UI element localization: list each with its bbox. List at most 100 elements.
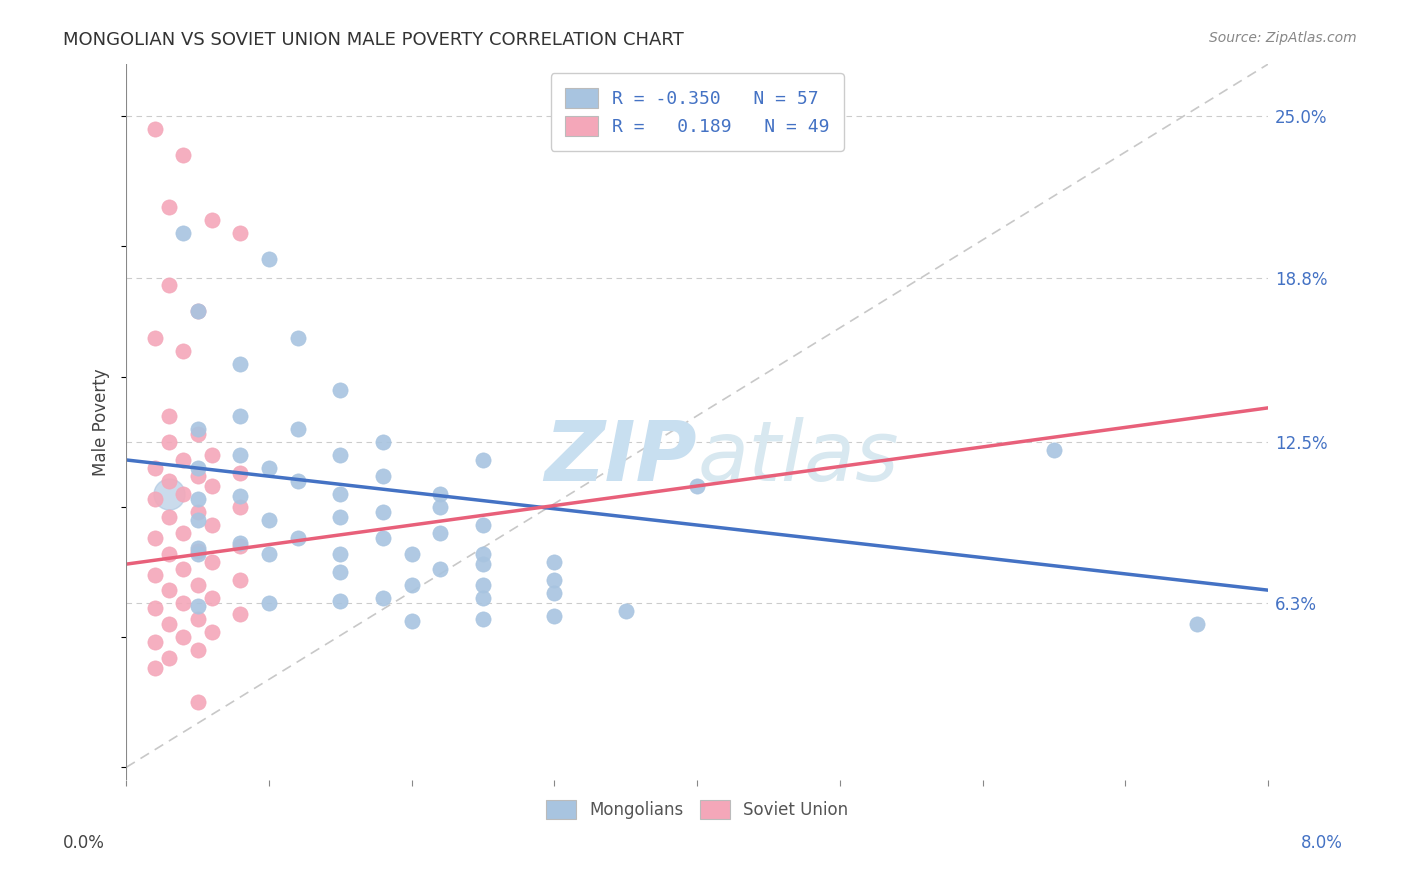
Point	[429, 500, 451, 514]
Point	[157, 617, 180, 632]
Point	[187, 544, 209, 558]
Point	[257, 460, 280, 475]
Legend: Mongolians, Soviet Union: Mongolians, Soviet Union	[540, 793, 855, 826]
Point	[157, 487, 180, 501]
Point	[187, 460, 209, 475]
Point	[329, 487, 352, 501]
Point	[187, 599, 209, 613]
Point	[257, 252, 280, 267]
Point	[172, 343, 194, 358]
Point	[157, 434, 180, 449]
Point	[429, 525, 451, 540]
Point	[543, 555, 565, 569]
Point	[187, 541, 209, 556]
Point	[472, 578, 495, 592]
Point	[201, 448, 224, 462]
Point	[472, 453, 495, 467]
Point	[201, 624, 224, 639]
Point	[472, 547, 495, 561]
Point	[157, 409, 180, 423]
Point	[201, 555, 224, 569]
Point	[143, 567, 166, 582]
Point	[143, 491, 166, 506]
Point	[187, 304, 209, 318]
Point	[143, 635, 166, 649]
Point	[157, 200, 180, 214]
Point	[257, 547, 280, 561]
Y-axis label: Male Poverty: Male Poverty	[93, 368, 110, 476]
Point	[229, 227, 252, 241]
Point	[187, 422, 209, 436]
Point	[172, 227, 194, 241]
Point	[157, 651, 180, 665]
Point	[543, 573, 565, 587]
Point	[201, 591, 224, 605]
Point	[373, 468, 395, 483]
Point	[614, 604, 637, 618]
Point	[1043, 442, 1066, 457]
Point	[287, 474, 309, 488]
Point	[329, 593, 352, 607]
Point	[472, 557, 495, 571]
Point	[229, 357, 252, 371]
Point	[229, 573, 252, 587]
Point	[157, 278, 180, 293]
Point	[157, 583, 180, 598]
Point	[143, 122, 166, 136]
Text: MONGOLIAN VS SOVIET UNION MALE POVERTY CORRELATION CHART: MONGOLIAN VS SOVIET UNION MALE POVERTY C…	[63, 31, 685, 49]
Point	[157, 474, 180, 488]
Point	[172, 487, 194, 501]
Point	[686, 479, 709, 493]
Point	[373, 591, 395, 605]
Point	[187, 547, 209, 561]
Point	[143, 531, 166, 545]
Point	[201, 479, 224, 493]
Point	[229, 536, 252, 550]
Point	[472, 591, 495, 605]
Point	[143, 460, 166, 475]
Point	[543, 609, 565, 624]
Point	[187, 426, 209, 441]
Text: 8.0%: 8.0%	[1301, 834, 1343, 852]
Point	[1185, 617, 1208, 632]
Point	[401, 615, 423, 629]
Point	[257, 513, 280, 527]
Text: 0.0%: 0.0%	[63, 834, 105, 852]
Point	[187, 695, 209, 709]
Point	[172, 630, 194, 644]
Point	[257, 596, 280, 610]
Point	[543, 586, 565, 600]
Point	[172, 525, 194, 540]
Point	[329, 565, 352, 579]
Point	[472, 518, 495, 533]
Point	[143, 661, 166, 675]
Point	[472, 612, 495, 626]
Point	[201, 213, 224, 227]
Point	[229, 409, 252, 423]
Point	[329, 383, 352, 397]
Text: atlas: atlas	[697, 417, 898, 499]
Point	[201, 518, 224, 533]
Point	[172, 453, 194, 467]
Point	[229, 466, 252, 480]
Point	[287, 422, 309, 436]
Point	[143, 330, 166, 344]
Point	[172, 596, 194, 610]
Point	[329, 510, 352, 524]
Point	[187, 304, 209, 318]
Point	[172, 148, 194, 162]
Point	[429, 487, 451, 501]
Text: ZIP: ZIP	[544, 417, 697, 499]
Point	[187, 643, 209, 657]
Point	[172, 562, 194, 576]
Point	[229, 539, 252, 553]
Point	[373, 531, 395, 545]
Point	[143, 601, 166, 615]
Point	[229, 500, 252, 514]
Point	[187, 468, 209, 483]
Point	[429, 562, 451, 576]
Point	[329, 547, 352, 561]
Point	[229, 448, 252, 462]
Point	[329, 448, 352, 462]
Point	[187, 612, 209, 626]
